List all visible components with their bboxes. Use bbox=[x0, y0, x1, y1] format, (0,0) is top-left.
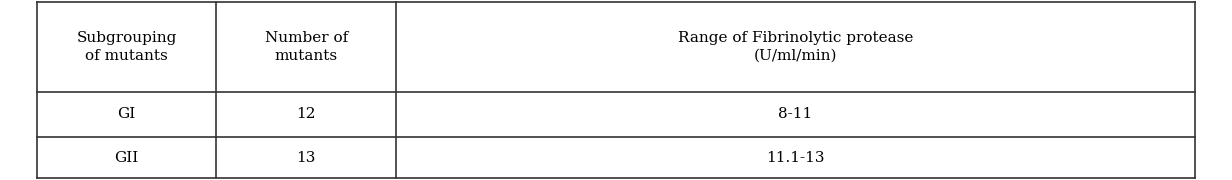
Text: 8-11: 8-11 bbox=[779, 107, 813, 121]
Text: GI: GI bbox=[117, 107, 136, 121]
Text: 11.1-13: 11.1-13 bbox=[766, 150, 824, 165]
Text: 12: 12 bbox=[297, 107, 315, 121]
Text: 13: 13 bbox=[297, 150, 315, 165]
Text: Number of
mutants: Number of mutants bbox=[265, 31, 347, 63]
Text: Range of Fibrinolytic protease
(U/ml/min): Range of Fibrinolytic protease (U/ml/min… bbox=[678, 31, 913, 63]
Text: GII: GII bbox=[115, 150, 139, 165]
Text: Subgrouping
of mutants: Subgrouping of mutants bbox=[76, 31, 177, 63]
